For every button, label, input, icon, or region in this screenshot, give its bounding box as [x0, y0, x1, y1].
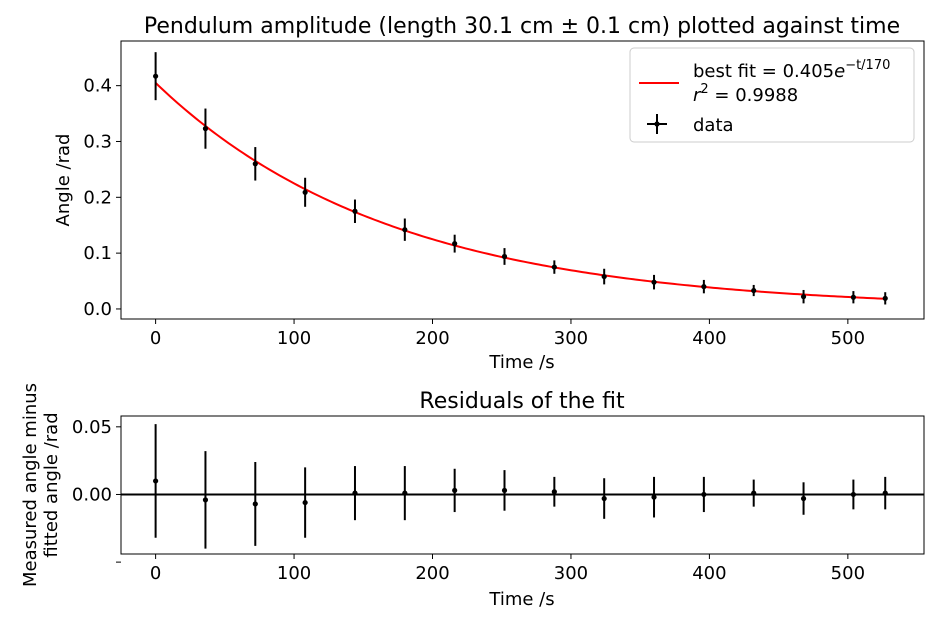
residuals-panel: Residuals of the fit 0 100 200 300 400 500 0.… — [20, 383, 925, 610]
amplitude-data-point — [601, 273, 607, 280]
residuals-y-tick-label: 0.00 — [72, 484, 112, 505]
amplitude-data-point — [402, 227, 408, 233]
residuals-y-tick-label: 0.05 — [72, 417, 112, 438]
legend-data-marker — [647, 114, 667, 134]
amplitude-panel: Pendulum amplitude (length 30.1 cm ± 0.1… — [53, 14, 925, 373]
legend-data-label: data — [693, 115, 734, 136]
residuals-data-point — [882, 490, 888, 496]
amplitude-data-point — [153, 73, 159, 79]
legend-r2-label: r2 = 0.9988 — [693, 82, 798, 106]
legend-box — [629, 47, 915, 143]
amplitude-y-tick-label: 0.4 — [83, 76, 112, 97]
amplitude-x-tick-label: 0 — [150, 328, 161, 349]
amplitude-data-point — [800, 294, 807, 300]
residuals-data-point — [352, 490, 358, 496]
amplitude-y-tick-label: 0.0 — [83, 299, 112, 320]
amplitude-y-ticks: 0.0 0.1 0.2 0.3 0.4 — [83, 76, 121, 320]
legend-r2-exponent: 2 — [700, 82, 708, 97]
legend-fit-prefix: best fit = 0.405 — [693, 61, 834, 82]
residuals-x-tick-label: 200 — [415, 563, 449, 584]
amplitude-x-tick-label: 200 — [415, 328, 449, 349]
amplitude-data-point — [551, 264, 557, 270]
residuals-x-tick-label: 400 — [692, 563, 726, 584]
residuals-x-ticks: 0 100 200 300 400 500 — [150, 554, 865, 584]
legend-fit-label: best fit = 0.405e−t/170 — [693, 58, 890, 82]
amplitude-y-tick-label: 0.3 — [83, 131, 112, 152]
residuals-data-point — [202, 497, 209, 503]
residuals-data-point — [452, 487, 458, 494]
amplitude-y-tick-label: 0.2 — [83, 187, 112, 208]
residuals-x-axis-label: Time /s — [488, 589, 554, 610]
amplitude-data-point — [501, 253, 508, 260]
residuals-y-axis-label: Measured angle minus fitted angle /rad — [20, 383, 62, 587]
residuals-data-point — [651, 494, 657, 500]
residuals-x-tick-label: 100 — [277, 563, 311, 584]
amplitude-x-tick-label: 400 — [692, 328, 726, 349]
amplitude-data-point — [850, 294, 856, 300]
legend-fit-base: e — [834, 61, 845, 82]
residuals-y-axis-label-line2: fitted angle /rad — [41, 412, 62, 557]
amplitude-x-axis-label: Time /s — [488, 352, 554, 373]
residuals-plot-area — [121, 424, 924, 549]
residuals-chart-title: Residuals of the fit — [419, 389, 625, 414]
residuals-data-point — [501, 487, 508, 494]
residuals-x-tick-label: 0 — [150, 563, 161, 584]
amplitude-data-point — [302, 189, 308, 195]
residuals-data-point — [402, 490, 408, 496]
amplitude-y-tick-label: 0.1 — [83, 243, 112, 264]
residuals-axes-frame — [120, 415, 925, 555]
amplitude-data-point — [452, 241, 458, 247]
legend-r2-symbol: r — [693, 85, 702, 106]
residuals-data-point — [751, 490, 757, 496]
amplitude-data-point — [352, 208, 358, 214]
amplitude-plot-area — [153, 52, 888, 305]
amplitude-y-axis-label: Angle /rad — [53, 134, 74, 227]
legend: best fit = 0.405e−t/170 r2 = 0.9988 data — [629, 47, 915, 143]
amplitude-data-point — [882, 295, 888, 301]
residuals-x-tick-label: 300 — [554, 563, 588, 584]
amplitude-axes-frame — [120, 40, 925, 320]
residuals-x-tick-label: 500 — [831, 563, 865, 584]
amplitude-x-tick-label: 300 — [554, 328, 588, 349]
legend-data-dot — [654, 121, 660, 127]
residuals-y-ticks: 0.00 0.05 — [72, 417, 121, 563]
amplitude-x-tick-label: 500 — [831, 328, 865, 349]
amplitude-x-ticks: 0 100 200 300 400 500 — [150, 319, 865, 349]
legend-fit-exponent: −t/170 — [845, 58, 890, 73]
residuals-data-point — [302, 499, 308, 506]
residuals-data-point — [252, 501, 258, 507]
legend-r2-value: = 0.9988 — [709, 85, 799, 106]
residuals-data-point — [800, 495, 807, 502]
residuals-y-axis-label-line1: Measured angle minus — [20, 383, 41, 587]
amplitude-data-point — [252, 161, 258, 167]
best-fit-curve — [154, 82, 886, 300]
residuals-data-point — [701, 491, 707, 498]
residuals-data-point — [850, 491, 856, 498]
amplitude-data-point — [651, 279, 657, 285]
amplitude-data-point — [701, 284, 707, 290]
residuals-data-point — [551, 489, 557, 495]
amplitude-x-tick-label: 100 — [277, 328, 311, 349]
amplitude-data-point — [202, 126, 209, 132]
residuals-data-point — [153, 478, 159, 484]
amplitude-data-point — [751, 287, 757, 294]
residuals-data-point — [601, 495, 607, 502]
amplitude-chart-title: Pendulum amplitude (length 30.1 cm ± 0.1… — [144, 14, 900, 39]
